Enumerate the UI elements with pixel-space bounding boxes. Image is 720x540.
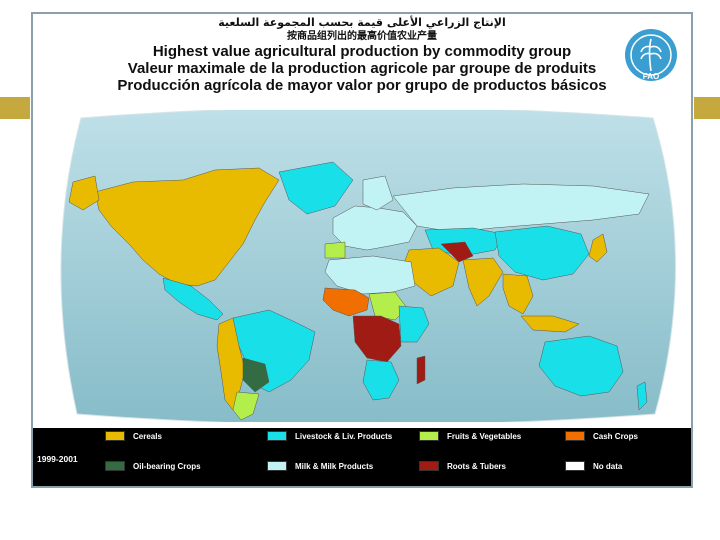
legend-item-cash-crops: Cash Crops (565, 430, 638, 442)
legend-item-oil-bearing: Oil-bearing Crops (105, 460, 201, 472)
region-japan (588, 233, 608, 263)
region-southern-cone (232, 391, 260, 421)
legend-label-milk: Milk & Milk Products (295, 461, 374, 471)
title-english: Highest value agricultural production by… (152, 43, 572, 60)
legend-swatch-no-data (565, 461, 585, 471)
legend-label-cash-crops: Cash Crops (593, 431, 638, 441)
legend-label-roots-tubers: Roots & Tubers (447, 461, 506, 471)
legend-item-livestock: Livestock & Liv. Products (267, 430, 392, 442)
region-india (462, 257, 504, 307)
region-greenland (278, 161, 354, 215)
region-china (494, 225, 590, 281)
accent-bar-right (694, 97, 720, 119)
region-scandinavia (362, 175, 394, 211)
region-east-africa (398, 305, 430, 343)
region-alaska (68, 175, 100, 211)
region-madagascar (416, 355, 426, 385)
region-southern-africa (362, 359, 400, 401)
accent-bar-left (0, 97, 30, 119)
legend-label-no-data: No data (593, 461, 623, 471)
map-figure: الإنتاج الزراعي الأعلى قيمة بحسب المجموع… (31, 12, 693, 488)
legend-swatch-cash-crops (565, 431, 585, 441)
legend-label-cereals: Cereals (133, 431, 162, 441)
legend-item-no-data: No data (565, 460, 622, 472)
region-iran-cash (440, 241, 474, 263)
title-spanish: Producción agrícola de mayor valor por g… (117, 77, 607, 94)
title-arabic: الإنتاج الزراعي الأعلى قيمة بحسب المجموع… (218, 16, 506, 29)
legend-item-roots-tubers: Roots & Tubers (419, 460, 506, 472)
region-australia (538, 335, 624, 397)
region-mexico (162, 277, 224, 321)
legend-swatch-oil-bearing (105, 461, 125, 471)
legend-swatch-fruits-vegetables (419, 431, 439, 441)
legend-label-oil-bearing: Oil-bearing Crops (133, 461, 201, 471)
world-map (33, 110, 691, 422)
region-west-africa (322, 287, 370, 317)
legend-period: 1999-2001 (37, 454, 78, 464)
legend-item-fruits-vegetables: Fruits & Vegetables (419, 430, 521, 442)
fao-logo-icon: FAO (625, 29, 677, 81)
legend-swatch-roots-tubers (419, 461, 439, 471)
title-block: الإنتاج الزراعي الأعلى قيمة بحسب المجموع… (33, 16, 691, 94)
region-se-asia (502, 273, 534, 315)
region-argentina-oil (242, 357, 270, 393)
legend: 1999-2001 Cereals Livestock & Liv. Produ… (33, 428, 691, 486)
fao-logo-text: FAO (643, 72, 659, 81)
legend-item-milk: Milk & Milk Products (267, 460, 373, 472)
region-central-africa (352, 315, 402, 363)
legend-swatch-cereals (105, 431, 125, 441)
legend-swatch-milk (267, 461, 287, 471)
region-indonesia (520, 315, 580, 333)
legend-label-livestock: Livestock & Liv. Products (295, 431, 393, 441)
legend-label-fruits-vegetables: Fruits & Vegetables (447, 431, 522, 441)
title-french: Valeur maximale de la production agricol… (127, 60, 597, 77)
legend-swatch-livestock (267, 431, 287, 441)
region-new-zealand (636, 381, 648, 411)
region-canada-usa (94, 167, 280, 287)
region-iberia (324, 241, 346, 259)
legend-item-cereals: Cereals (105, 430, 162, 442)
title-chinese: 按商品组列出的最高价值农业产量 (287, 31, 437, 42)
